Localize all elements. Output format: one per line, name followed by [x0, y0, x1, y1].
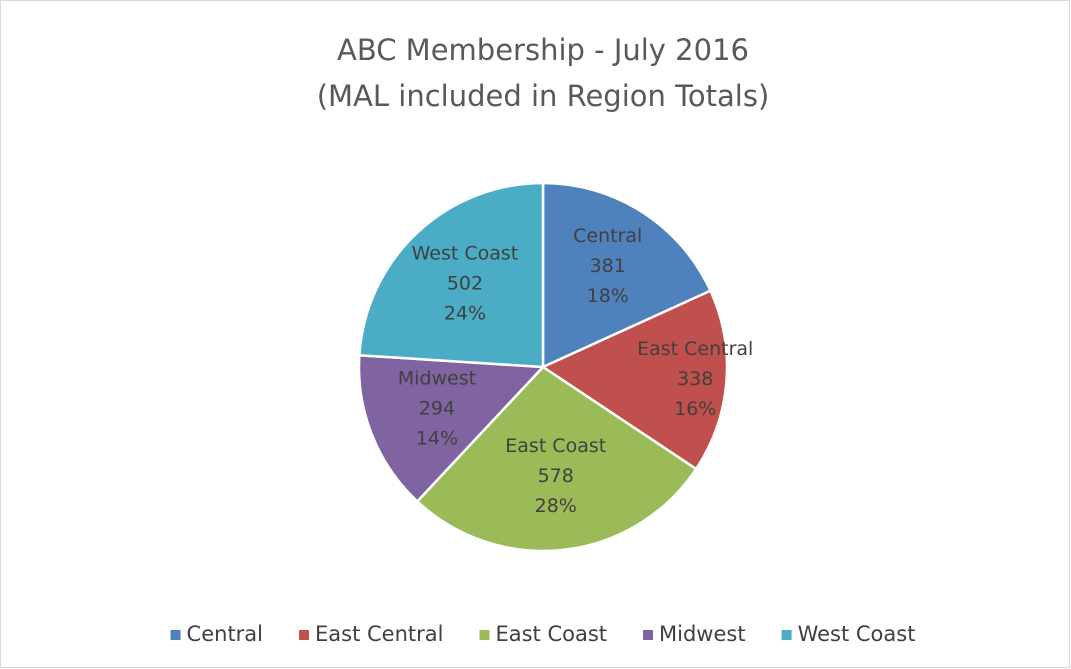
- legend-swatch: [643, 630, 654, 640]
- pie-slice: [415, 365, 698, 553]
- legend-label: East Coast: [495, 622, 607, 646]
- legend-label: West Coast: [798, 622, 916, 646]
- slice-label-percent: 24%: [444, 302, 486, 324]
- legend-swatch: [479, 630, 490, 640]
- legend-swatch: [170, 630, 181, 640]
- slice-label-value: 294: [419, 398, 455, 420]
- legend-swatch: [299, 630, 310, 640]
- slice-label-percent: 14%: [416, 428, 458, 450]
- pie-slice: [541, 181, 713, 369]
- slice-label-name: West Coast: [412, 242, 519, 264]
- pie-slice: [358, 181, 545, 369]
- slice-label-name: Central: [573, 225, 642, 247]
- slice-label-value: 578: [538, 465, 574, 487]
- pie-slice: [540, 289, 729, 471]
- pie-slice: [357, 353, 546, 504]
- slice-label-name: East Central: [637, 338, 753, 360]
- slice-label-value: 338: [677, 368, 713, 390]
- chart-subtitle: (MAL included in Region Totals): [317, 79, 770, 113]
- slice-label-percent: 28%: [535, 495, 577, 517]
- legend-swatch: [781, 630, 792, 640]
- slice-label-name: East Coast: [505, 435, 606, 457]
- slice-label-value: 502: [447, 272, 483, 294]
- legend-label: East Central: [315, 622, 443, 646]
- slice-label-value: 381: [590, 255, 626, 277]
- chart-title: ABC Membership - July 2016: [337, 33, 749, 67]
- slice-label-name: Midwest: [398, 368, 476, 390]
- slice-label-percent: 18%: [587, 285, 629, 307]
- legend-label: Midwest: [659, 622, 746, 646]
- legend-label: Central: [187, 622, 263, 646]
- slice-label-percent: 16%: [674, 398, 716, 420]
